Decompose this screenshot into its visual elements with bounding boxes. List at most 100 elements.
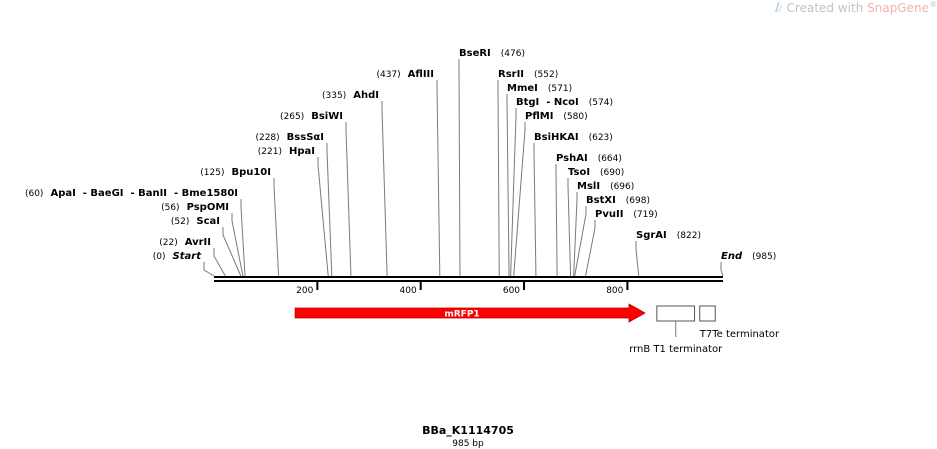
site-bpu10i[interactable]: Bpu10I (125): [200, 167, 280, 277]
feature-box[interactable]: [656, 305, 696, 322]
site-name[interactable]: PvuII: [595, 209, 623, 220]
site-name[interactable]: PspOMI: [187, 202, 229, 213]
site-name[interactable]: BstXI: [586, 195, 616, 206]
restriction-sites: Start(0)AvrII(22)ScaI(52)PspOMI(56)ApaI …: [25, 48, 776, 277]
site-position: (221): [258, 147, 282, 157]
ruler-tick-600: 600: [503, 282, 526, 296]
site-hpai[interactable]: HpaI (221): [258, 146, 329, 277]
site-connector: [573, 192, 578, 277]
site-name[interactable]: AhdI: [353, 90, 379, 101]
ruler-tick-mark: [419, 282, 422, 290]
site-position: (822): [677, 231, 701, 241]
site-name[interactable]: BssSαI: [287, 132, 324, 143]
site-position: (623): [589, 133, 613, 143]
site-connector: [240, 199, 246, 277]
site-afliii[interactable]: AflIII (437): [376, 69, 441, 277]
site-connector: [458, 59, 461, 277]
site-position: (698): [626, 196, 650, 206]
site-name[interactable]: MslI: [577, 181, 600, 192]
ruler-tick-400: 400: [400, 282, 422, 296]
site-connector: [574, 206, 587, 277]
site-name[interactable]: AflIII: [408, 69, 434, 80]
site-connector: [497, 80, 500, 277]
site-connector: [381, 101, 388, 277]
site-connector: [510, 108, 517, 277]
site-position: (985): [752, 252, 776, 262]
site-bseri[interactable]: BseRI (476): [458, 48, 525, 277]
site-scai[interactable]: ScaI (52): [171, 216, 242, 277]
site-connector: [533, 143, 537, 277]
site-msli[interactable]: MslI (696): [573, 181, 635, 277]
site-name[interactable]: BsiWI: [311, 111, 343, 122]
ruler-tick-800: 800: [606, 282, 629, 296]
site-bsiwi[interactable]: BsiWI (265): [280, 111, 352, 277]
feature-rrnb-t1-terminator[interactable]: rrnB T1 terminator: [629, 305, 723, 355]
site-position: (125): [200, 168, 224, 178]
site-position: (580): [563, 112, 587, 122]
site-name[interactable]: ApaI - BaeGI - BanII - Bme1580I: [50, 188, 238, 199]
site-connector: [555, 164, 558, 277]
site-bsss-i[interactable]: BssSαI (228): [255, 132, 333, 277]
site-bstxi[interactable]: BstXI (698): [574, 195, 650, 277]
site-name[interactable]: End: [721, 251, 743, 262]
site-name[interactable]: MmeI: [507, 83, 538, 94]
position-ruler: 200 400 600 800: [296, 282, 629, 296]
ruler-tick-label: 800: [606, 286, 623, 296]
site-tsoi[interactable]: TsoI (690): [567, 167, 624, 277]
site-start[interactable]: Start (0): [153, 251, 215, 277]
watermark-mark: ®: [929, 0, 937, 9]
site-connector: [317, 157, 329, 277]
site-name[interactable]: HpaI: [289, 146, 315, 157]
site-end[interactable]: End (985): [720, 251, 776, 277]
ruler-tick-mark: [316, 282, 319, 290]
site-bsihkai[interactable]: BsiHKAI (623): [533, 132, 613, 277]
site-name[interactable]: BtgI - NcoI: [516, 97, 579, 108]
site-name[interactable]: Start: [173, 251, 203, 262]
site-name[interactable]: TsoI: [568, 167, 590, 178]
site-name[interactable]: Bpu10I: [231, 167, 271, 178]
feature-box[interactable]: [699, 305, 716, 322]
site-name[interactable]: ScaI: [196, 216, 220, 227]
site-avrii[interactable]: AvrII (22): [159, 237, 226, 277]
site-pspomi[interactable]: PspOMI (56): [161, 202, 244, 277]
site-position: (52): [171, 217, 189, 227]
site-name[interactable]: BseRI: [459, 48, 491, 59]
feature-label: rrnB T1 terminator: [629, 344, 723, 355]
site-position: (228): [255, 133, 279, 143]
site-connector: [585, 220, 596, 277]
site-pshai[interactable]: PshAI (664): [555, 153, 622, 277]
site-connector: [345, 122, 352, 277]
watermark-brand: SnapGene: [867, 1, 929, 15]
site-position: (437): [376, 70, 400, 80]
site-sgrai[interactable]: SgrAI (822): [635, 230, 701, 277]
feature-t7te-terminator[interactable]: T7Te terminator: [699, 305, 780, 340]
site-name[interactable]: BsiHKAI: [534, 132, 579, 143]
site-connector: [635, 241, 640, 277]
site-position: (696): [610, 182, 634, 192]
site-rsrii[interactable]: RsrII (552): [497, 69, 558, 277]
site-name[interactable]: RsrII: [498, 69, 524, 80]
site-connector: [273, 178, 280, 277]
site-name[interactable]: AvrII: [185, 237, 211, 248]
site-connector: [506, 94, 510, 277]
site-position: (22): [159, 238, 177, 248]
site-position: (664): [598, 154, 622, 164]
feature-mrfp1[interactable]: mRFP1: [294, 303, 646, 323]
site-pvuii[interactable]: PvuII (719): [585, 209, 658, 277]
site-ahdi[interactable]: AhdI (335): [322, 90, 388, 277]
site-position: (719): [633, 210, 657, 220]
site-connector: [231, 213, 244, 277]
ruler-tick-mark: [626, 282, 629, 290]
feature-arrow[interactable]: [294, 303, 646, 323]
site-name[interactable]: PshAI: [556, 153, 588, 164]
site-apai-baegi-banii-bme1580i[interactable]: ApaI - BaeGI - BanII - Bme1580I (60): [25, 188, 246, 277]
site-mmei[interactable]: MmeI (571): [506, 83, 572, 277]
site-btgi-ncoi[interactable]: BtgI - NcoI (574): [510, 97, 613, 277]
backbone-strand-top: [214, 276, 723, 278]
ruler-tick-200: 200: [296, 282, 319, 296]
site-name[interactable]: SgrAI: [636, 230, 667, 241]
site-pflmi[interactable]: PflMI (580): [513, 111, 588, 277]
site-name[interactable]: PflMI: [525, 111, 553, 122]
feature-label: mRFP1: [444, 310, 479, 320]
